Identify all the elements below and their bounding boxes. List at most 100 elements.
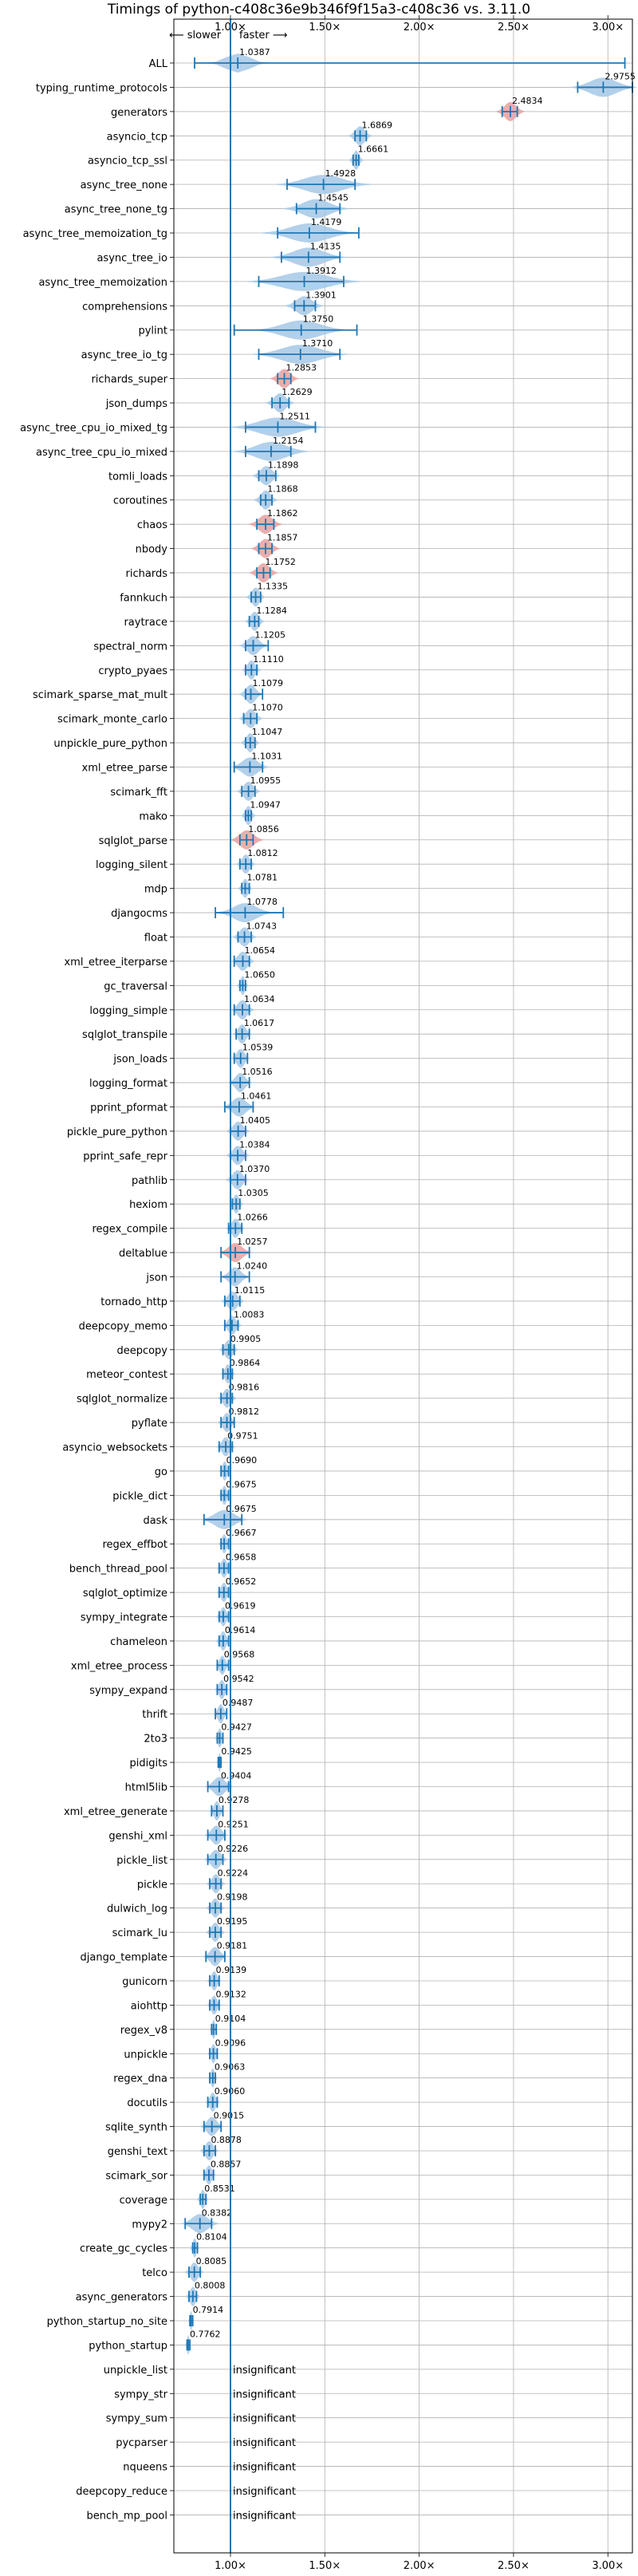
y-tick-label: json_loads xyxy=(112,1054,167,1066)
y-tick-label: richards xyxy=(126,568,168,580)
value-label: 0.9652 xyxy=(226,1576,257,1587)
y-tick-label: scimark_lu xyxy=(112,1927,167,1939)
y-tick-label: pickle_list xyxy=(116,1855,167,1867)
y-tick-label: sympy_sum xyxy=(106,2413,167,2425)
y-tick-label: pickle_pure_python xyxy=(67,1126,167,1138)
y-tick-label: scimark_fft xyxy=(110,787,167,799)
value-label: 1.1862 xyxy=(267,508,298,519)
value-label: 0.9675 xyxy=(226,1479,257,1489)
x-tick-label-top: 2.50× xyxy=(498,22,530,34)
y-tick-label: async_tree_none_tg xyxy=(65,204,167,216)
y-tick-label: 2to3 xyxy=(144,1734,167,1746)
y-tick-label: sympy_expand xyxy=(89,1685,167,1697)
y-tick-label: unpickle_pure_python xyxy=(53,738,167,750)
y-tick-label: django_template xyxy=(81,1952,167,1964)
y-tick-label: tomli_loads xyxy=(108,471,167,483)
y-tick-label: sqlglot_normalize xyxy=(77,1394,167,1406)
y-tick-label: raytrace xyxy=(124,617,167,629)
y-tick-label: coroutines xyxy=(113,495,167,507)
y-tick-label: python_startup_no_site xyxy=(47,2316,167,2328)
y-tick-label: regex_effbot xyxy=(102,1539,167,1551)
value-label: 1.0461 xyxy=(241,1091,272,1101)
y-tick-label: async_tree_io_tg xyxy=(81,349,167,361)
y-tick-label: chameleon xyxy=(110,1636,167,1648)
value-label: 0.8104 xyxy=(196,2232,227,2243)
value-label: 1.0384 xyxy=(239,1139,270,1150)
value-label: 1.0240 xyxy=(237,1261,268,1272)
y-tick-label: sqlglot_parse xyxy=(99,835,167,847)
value-label: 0.9614 xyxy=(225,1625,256,1635)
value-label: 0.9658 xyxy=(226,1552,257,1563)
value-label: 0.8382 xyxy=(202,2207,233,2218)
value-label: 1.0539 xyxy=(242,1043,274,1053)
y-tick-label: async_generators xyxy=(76,2292,168,2304)
y-tick-label: bench_mp_pool xyxy=(86,2510,167,2522)
y-tick-label: asyncio_websockets xyxy=(62,1442,167,1454)
value-label: 0.9181 xyxy=(217,1941,248,1951)
value-label: 1.1047 xyxy=(252,727,283,737)
y-tick-label: hexiom xyxy=(129,1199,167,1211)
y-tick-label: crypto_pyaes xyxy=(98,665,167,677)
y-tick-label: sqlite_synth xyxy=(105,2122,167,2134)
x-tick-label-bottom: 2.00× xyxy=(404,2560,435,2572)
y-tick-label: asyncio_tcp xyxy=(107,131,167,143)
y-tick-label: async_tree_memoization_tg xyxy=(23,228,167,240)
y-tick-label: richards_super xyxy=(91,374,167,386)
value-label: 0.9816 xyxy=(229,1383,260,1393)
y-tick-label: comprehensions xyxy=(82,301,167,313)
y-tick-label: docutils xyxy=(127,2097,167,2109)
value-label: 0.9568 xyxy=(224,1649,255,1659)
y-tick-label: logging_simple xyxy=(89,1005,167,1017)
value-label: 1.2154 xyxy=(273,436,304,446)
y-tick-label: fannkuch xyxy=(120,592,167,604)
value-label: 1.1110 xyxy=(253,654,284,665)
value-label: 1.6661 xyxy=(358,144,389,155)
insignificant-label: insignificant xyxy=(233,2413,296,2425)
value-label: 1.4135 xyxy=(310,241,341,251)
y-tick-label: sqlglot_optimize xyxy=(83,1588,167,1600)
y-tick-label: xml_etree_iterparse xyxy=(64,957,167,968)
value-label: 1.0266 xyxy=(237,1213,268,1223)
y-tick-label: python_startup xyxy=(89,2340,167,2352)
y-tick-label: go xyxy=(155,1466,167,1478)
y-tick-label: float xyxy=(144,932,167,944)
y-tick-label: telco xyxy=(142,2267,167,2279)
insignificant-label: insignificant xyxy=(233,2486,296,2498)
y-tick-label: pyflate xyxy=(132,1418,167,1430)
y-tick-label: sympy_str xyxy=(114,2389,167,2400)
y-tick-label: gunicorn xyxy=(122,1976,167,1988)
y-tick-label: deltablue xyxy=(119,1248,167,1260)
value-label: 0.9198 xyxy=(217,1892,248,1903)
y-tick-label: genshi_text xyxy=(108,2146,167,2158)
value-label: 1.0781 xyxy=(246,873,278,883)
y-tick-label: pycparser xyxy=(116,2437,167,2449)
value-label: 0.9226 xyxy=(218,1844,249,1854)
y-tick-label: pylint xyxy=(138,325,167,337)
y-tick-label: pprint_safe_repr xyxy=(83,1150,167,1162)
insignificant-label: insignificant xyxy=(233,2437,296,2449)
slower-label: ⟵ slower xyxy=(169,30,222,41)
value-label: 1.2511 xyxy=(279,411,310,421)
y-tick-label: pickle xyxy=(137,1879,167,1891)
y-tick-label: djangocms xyxy=(111,908,167,920)
y-tick-label: nbody xyxy=(136,544,168,556)
value-label: 1.1857 xyxy=(267,533,298,543)
y-tick-label: async_tree_none xyxy=(81,179,167,191)
value-label: 1.0617 xyxy=(244,1018,275,1028)
value-label: 0.9278 xyxy=(219,1795,250,1805)
value-label: 0.9675 xyxy=(226,1504,257,1514)
value-label: 0.9667 xyxy=(226,1528,257,1538)
value-label: 0.9404 xyxy=(221,1771,252,1781)
value-label: 1.0856 xyxy=(248,824,279,834)
value-label: 1.6869 xyxy=(362,120,393,130)
y-tick-label: scimark_sor xyxy=(105,2170,167,2182)
y-tick-label: pathlib xyxy=(132,1175,167,1187)
value-label: 0.9619 xyxy=(225,1601,256,1611)
y-tick-label: xml_etree_process xyxy=(71,1660,167,1672)
value-label: 0.9751 xyxy=(227,1431,258,1442)
value-label: 2.4834 xyxy=(512,96,543,106)
value-label: 1.3710 xyxy=(302,338,333,349)
y-tick-label: deepcopy_reduce xyxy=(76,2486,167,2498)
insignificant-label: insignificant xyxy=(233,2389,296,2400)
y-tick-label: async_tree_cpu_io_mixed_tg xyxy=(20,422,167,434)
